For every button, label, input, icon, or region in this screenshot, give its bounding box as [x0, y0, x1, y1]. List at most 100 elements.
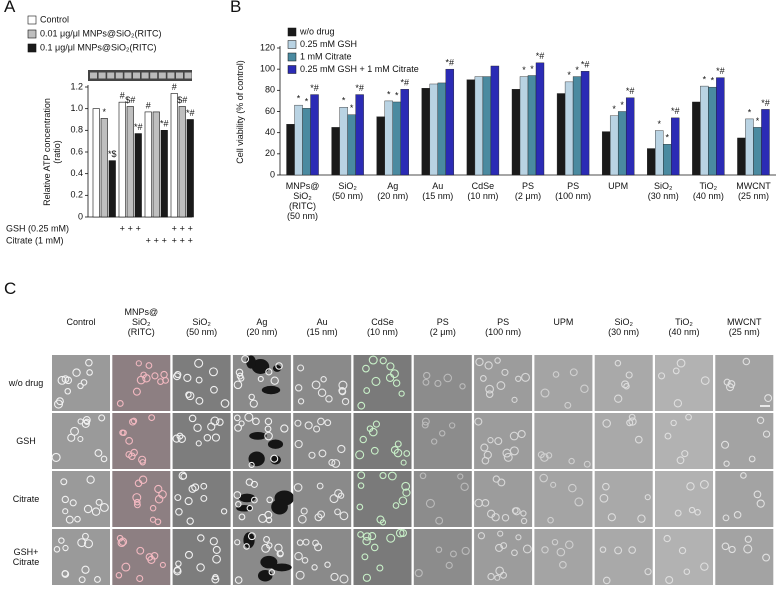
cell	[265, 516, 273, 524]
cell	[515, 375, 522, 382]
cell	[301, 556, 309, 564]
bar	[355, 94, 364, 176]
treatment-mark: +	[172, 223, 177, 233]
column-label: UPM	[553, 317, 574, 327]
cell	[61, 375, 70, 383]
bar-annotation: *	[575, 65, 579, 75]
cell	[497, 530, 504, 537]
cell	[681, 450, 689, 458]
legend-label: 0.25 mM GSH + 1 mM Citrate	[300, 64, 419, 74]
cell	[398, 390, 405, 397]
cell	[487, 437, 494, 444]
aggregate	[249, 432, 267, 440]
bar-annotation: *#	[134, 122, 143, 132]
cell	[244, 412, 254, 422]
cell	[431, 438, 438, 445]
cell	[58, 537, 65, 544]
y-tick-label: 0.2	[70, 190, 83, 200]
blot-band	[133, 72, 140, 79]
cell	[376, 564, 384, 572]
cell	[116, 400, 124, 407]
cell	[94, 449, 103, 457]
cell	[212, 573, 219, 581]
cell	[483, 450, 492, 459]
cell	[664, 432, 672, 440]
cell	[621, 380, 630, 389]
cell	[270, 454, 279, 463]
bar	[331, 127, 340, 176]
micrograph	[172, 471, 231, 527]
cell	[270, 376, 279, 385]
cell	[246, 504, 254, 512]
cell	[95, 498, 103, 506]
cell	[673, 399, 683, 408]
cell	[233, 380, 243, 390]
treatment-mark: +	[154, 235, 159, 245]
bar	[118, 101, 126, 218]
bar-annotation: *#	[626, 86, 635, 96]
bar	[663, 144, 672, 176]
bar	[429, 83, 439, 176]
cell	[565, 540, 574, 549]
cell	[264, 431, 273, 441]
cell	[337, 444, 346, 454]
row-label: w/o drug	[8, 378, 44, 388]
legend-swatch	[287, 27, 297, 37]
cell	[399, 529, 408, 537]
bar	[753, 127, 762, 176]
cell	[61, 570, 70, 578]
y-tick-label: 80	[265, 85, 275, 95]
cell	[86, 475, 95, 484]
cell	[520, 517, 528, 525]
cell	[372, 420, 381, 428]
cell	[91, 507, 101, 516]
cell	[133, 498, 141, 506]
cell	[65, 515, 74, 524]
bar	[482, 76, 492, 176]
bar	[519, 76, 529, 176]
cell	[366, 425, 374, 432]
cell	[392, 502, 400, 509]
cell	[637, 514, 646, 523]
bar-annotation: *	[703, 74, 707, 84]
cell	[238, 375, 245, 382]
cell	[83, 539, 94, 549]
bar-annotation: *#	[355, 83, 364, 93]
bar	[745, 118, 754, 176]
cell	[74, 515, 81, 523]
cell	[461, 546, 470, 556]
row-label: GSH	[16, 436, 36, 446]
cell	[499, 571, 507, 579]
cell	[266, 496, 274, 504]
x-tick-label: CdSe (10 nm)	[467, 181, 499, 201]
cell	[541, 546, 549, 554]
cell	[699, 480, 709, 489]
bar	[286, 123, 295, 176]
cell	[569, 368, 578, 377]
cell	[402, 488, 411, 497]
micrograph	[715, 529, 774, 585]
legend-swatch	[27, 29, 37, 39]
cell	[743, 544, 753, 554]
cell	[81, 419, 90, 428]
cell	[500, 542, 508, 550]
cell	[341, 397, 350, 406]
cell	[338, 387, 347, 396]
cell	[484, 361, 493, 370]
bar	[708, 86, 717, 176]
cell	[509, 446, 519, 456]
cell	[370, 446, 379, 455]
bar	[384, 100, 393, 176]
cell	[241, 355, 250, 364]
aggregate	[271, 499, 288, 515]
treatment-mark: +	[136, 223, 141, 233]
cell	[556, 547, 566, 557]
x-tick-label: SiO₂ (50 nm)	[332, 181, 364, 201]
cell	[138, 455, 147, 464]
cell	[82, 416, 91, 425]
bar-annotation: *	[297, 94, 301, 104]
bar	[310, 94, 319, 176]
bar-annotation: *#	[160, 119, 169, 129]
panel-label: C	[4, 279, 17, 298]
row-label: Citrate	[12, 494, 40, 504]
